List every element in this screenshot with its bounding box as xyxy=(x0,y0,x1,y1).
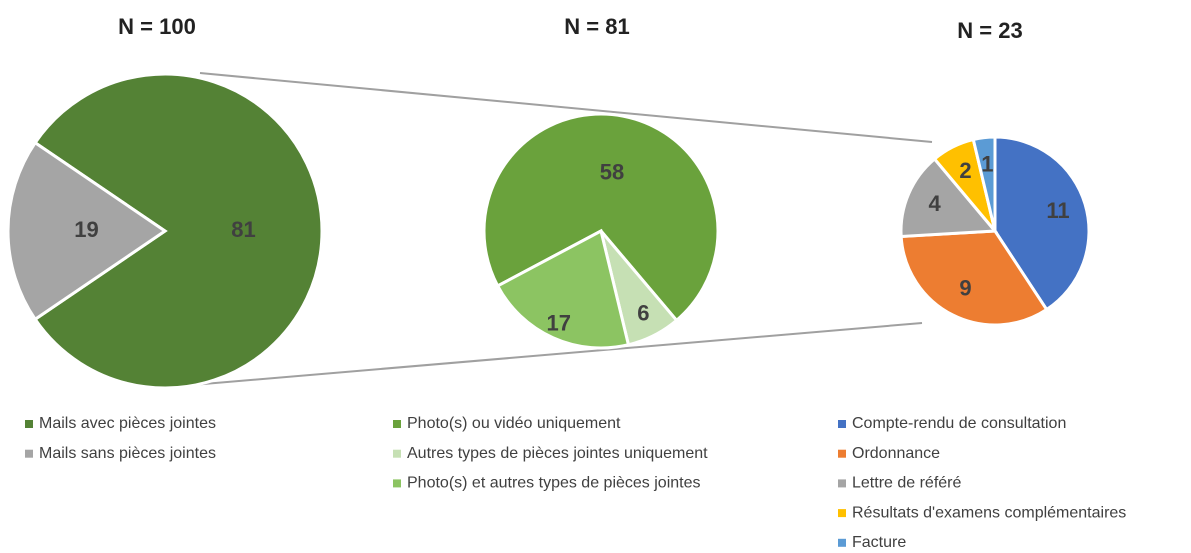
chart-title: N = 23 xyxy=(957,18,1022,43)
pie-slice xyxy=(495,228,631,350)
legend-label: Facture xyxy=(852,534,906,551)
pie-slice xyxy=(899,229,1049,327)
pie-slice xyxy=(6,140,168,322)
legend-swatch xyxy=(838,449,846,458)
legend-swatch xyxy=(838,420,846,428)
legend-swatch xyxy=(838,509,846,518)
chart-title: N = 81 xyxy=(564,14,629,39)
data-label: 81 xyxy=(231,217,255,242)
data-label: 17 xyxy=(547,311,571,336)
data-label: 4 xyxy=(928,191,941,216)
legend-label: Photo(s) et autres types de pièces joint… xyxy=(407,475,701,492)
data-label: 19 xyxy=(74,217,98,242)
legend-label: Mails sans pièces jointes xyxy=(39,445,216,462)
legend-swatch xyxy=(25,449,33,458)
pie-slice xyxy=(971,135,997,232)
legend-swatch xyxy=(838,538,846,547)
legend-swatch xyxy=(393,449,401,458)
legend-label: Résultats d'examens complémentaires xyxy=(852,504,1126,521)
legend-swatch xyxy=(393,420,401,428)
pie-slice xyxy=(899,156,999,239)
legend-swatch xyxy=(393,479,401,488)
legend-swatch xyxy=(838,479,846,488)
data-label: 9 xyxy=(959,276,971,301)
legend-label: Lettre de référé xyxy=(852,475,962,492)
legend-label: Mails avec pièces jointes xyxy=(39,415,216,432)
pie-slice xyxy=(33,72,324,390)
data-label: 2 xyxy=(959,158,971,183)
legend-label: Ordonnance xyxy=(852,445,940,462)
chart-title: N = 100 xyxy=(118,14,196,39)
pie-slice xyxy=(482,112,720,323)
data-label: 1 xyxy=(981,151,993,176)
legend-label: Compte-rendu de consultation xyxy=(852,415,1066,432)
data-label: 6 xyxy=(637,300,649,325)
data-label: 58 xyxy=(600,159,624,184)
connector xyxy=(199,72,933,143)
data-label: 11 xyxy=(1046,198,1069,223)
legend-label: Autres types de pièces jointes uniquemen… xyxy=(407,445,708,462)
legend-swatch xyxy=(25,420,33,428)
connector xyxy=(179,322,923,387)
legend-label: Photo(s) ou vidéo uniquement xyxy=(407,415,621,432)
